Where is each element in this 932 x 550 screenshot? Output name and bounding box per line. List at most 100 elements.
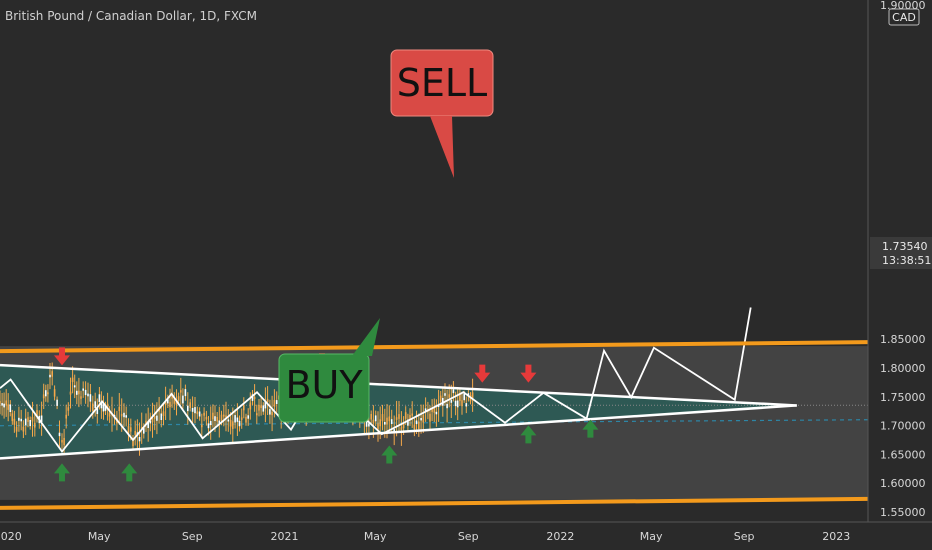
price-candle-body: [94, 401, 96, 408]
price-candle-body: [34, 422, 36, 428]
sell-arrow-icon: [474, 364, 491, 383]
buy-arrow-icon: [520, 425, 537, 444]
currency-badge: CAD: [888, 8, 920, 26]
price-candle-body: [258, 404, 260, 411]
price-candle-body: [189, 402, 191, 408]
price-candle-body: [51, 371, 53, 377]
price-candle-body: [407, 419, 409, 426]
y-tick-label: 1.55000: [880, 506, 926, 519]
last-price-value: 1.73540: [882, 240, 928, 253]
price-candle-body: [89, 394, 92, 402]
price-candle-body: [18, 417, 20, 421]
sell-arrow-icon: [53, 347, 70, 366]
price-candle-body: [158, 409, 160, 412]
price-candle-body: [171, 393, 173, 399]
price-candle-body: [47, 392, 49, 395]
price-candle-body: [49, 374, 51, 378]
price-candle-body: [61, 440, 63, 443]
price-candle-body: [173, 398, 176, 404]
x-tick-label: 2020: [0, 530, 22, 543]
price-candle-body: [247, 415, 249, 419]
price-candle-body: [232, 421, 234, 429]
price-candle-body: [209, 421, 212, 426]
price-candle-body: [5, 400, 7, 406]
price-candle-body: [404, 412, 407, 419]
price-candle-body: [370, 414, 372, 420]
buy-arrow-icon: [121, 463, 138, 482]
price-candle-body: [71, 377, 74, 382]
price-candle-body: [98, 394, 101, 403]
price-candle-body: [63, 438, 65, 446]
price-candle-body: [20, 418, 22, 422]
price-candle-body: [87, 393, 89, 397]
price-candle-body: [393, 429, 395, 432]
price-candle-body: [31, 417, 34, 422]
buy-callout: BUY: [278, 318, 380, 423]
y-tick-label: 1.65000: [880, 448, 926, 461]
price-candle-body: [388, 416, 391, 422]
price-candle-body: [156, 415, 158, 421]
price-candle-body: [467, 393, 470, 397]
price-candle-body: [275, 400, 278, 404]
price-candle-body: [194, 407, 196, 414]
price-candle-body: [379, 419, 381, 427]
chart-title: British Pound / Canadian Dollar, 1D, FXC…: [5, 9, 257, 23]
price-candle-body: [372, 419, 375, 424]
price-candle-body: [15, 426, 18, 432]
price-candle-body: [245, 416, 247, 423]
last-price-tag: 1.73540 13:38:51: [870, 237, 932, 269]
price-candle-body: [162, 411, 165, 416]
x-tick-label: Sep: [734, 530, 755, 543]
price-candle-body: [69, 391, 72, 395]
price-candle-body: [198, 411, 201, 417]
sell-label: SELL: [397, 61, 487, 105]
price-candle-body: [182, 395, 184, 404]
price-candle-body: [390, 419, 393, 424]
price-candle-body: [273, 399, 276, 407]
y-tick-label: 1.60000: [880, 477, 926, 490]
price-candle-body: [13, 418, 16, 425]
price-candle-body: [411, 413, 413, 416]
price-candle-body: [463, 393, 465, 401]
price-candle-body: [29, 420, 31, 427]
price-candle-body: [58, 432, 61, 437]
price-candle-body: [22, 426, 25, 432]
price-candle-body: [249, 402, 252, 410]
price-candle-body: [118, 406, 121, 411]
price-candle-body: [1, 403, 3, 406]
price-candle-body: [203, 412, 205, 416]
price-candle-body: [253, 396, 256, 399]
price-candle-body: [374, 415, 377, 422]
price-candle-body: [184, 389, 187, 397]
price-candle-body: [381, 414, 384, 422]
buy-arrow-icon: [53, 463, 70, 482]
price-candle-body: [145, 420, 147, 425]
price-candle-body: [431, 408, 433, 412]
price-candle-body: [420, 418, 422, 421]
x-axis-ticks: 2020 May Sep 2021 May Sep 2022 May Sep 2023: [0, 530, 850, 543]
price-candle-body: [409, 415, 411, 420]
price-candle-body: [422, 415, 425, 423]
price-candle-body: [42, 394, 45, 399]
x-tick-label: May: [364, 530, 387, 543]
price-candle-body: [125, 415, 127, 418]
resistance-line: [0, 340, 869, 354]
price-candle-body: [120, 413, 123, 417]
price-candle-body: [106, 403, 109, 410]
price-candle-body: [225, 415, 227, 418]
price-candle-body: [207, 423, 210, 429]
price-candle-body: [446, 403, 448, 409]
price-candle-body: [80, 396, 82, 399]
price-candle-body: [27, 417, 29, 422]
price-candle-body: [84, 389, 87, 396]
price-candle-body: [82, 388, 84, 391]
x-tick-label: 2023: [822, 530, 850, 543]
price-candle-body: [167, 399, 169, 404]
y-tick-label: 1.85000: [880, 333, 926, 346]
price-candle-body: [429, 413, 431, 422]
x-tick-label: May: [88, 530, 111, 543]
price-candle-body: [365, 420, 368, 427]
price-candle-body: [138, 437, 141, 442]
price-candle-body: [76, 390, 78, 395]
